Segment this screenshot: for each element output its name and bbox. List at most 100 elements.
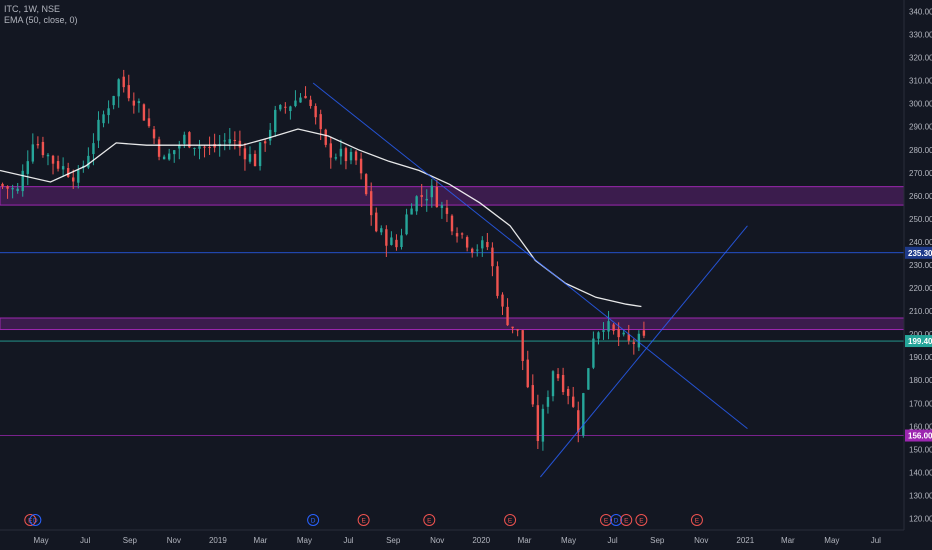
event-marker-3[interactable] (357, 514, 370, 526)
level-badge-1 (905, 335, 932, 348)
y-tick-label: 200.00 (909, 330, 932, 339)
candle-body-40 (203, 146, 206, 148)
candle-body-51 (258, 142, 262, 167)
trendline-0 (312, 82, 748, 429)
candle-body-117 (592, 338, 595, 368)
level-badge-2 (905, 429, 932, 442)
candle-body-7 (36, 144, 40, 146)
candle-body-94 (476, 249, 479, 251)
x-tick-label: Mar (518, 536, 532, 545)
event-marker-label-10: E (695, 518, 700, 525)
candle-body-27 (137, 101, 141, 104)
candle-body-11 (56, 161, 60, 169)
candle-body-60 (304, 95, 307, 99)
event-marker-8[interactable] (620, 514, 633, 526)
y-tick-label: 240.00 (909, 238, 932, 247)
candle-body-8 (41, 141, 45, 156)
y-tick-label: 150.00 (909, 445, 932, 454)
y-tick-label: 320.00 (909, 54, 932, 63)
candle-body-13 (66, 168, 70, 177)
candle-body-99 (501, 294, 504, 307)
x-tick-label: Mar (781, 536, 795, 545)
candle-body-102 (516, 329, 519, 331)
candle-body-98 (496, 266, 499, 296)
candle-body-31 (157, 139, 161, 157)
candle-body-36 (183, 134, 186, 144)
candle-body-83 (420, 195, 423, 197)
candle-body-89 (450, 215, 454, 232)
event-marker-7[interactable] (610, 514, 623, 526)
event-marker-label-5: E (508, 518, 513, 525)
candle-body-29 (147, 118, 151, 127)
event-marker-label-9: E (639, 518, 644, 525)
candle-body-15 (77, 170, 80, 183)
candle-body-110 (556, 374, 560, 379)
candle-body-113 (572, 396, 575, 407)
trendline-1 (539, 225, 748, 478)
event-marker-0[interactable] (24, 514, 37, 526)
x-tick-label: Jul (343, 536, 353, 545)
candle-body-57 (289, 106, 292, 112)
y-tick-label: 330.00 (909, 31, 932, 40)
event-marker-label-1: D (33, 518, 38, 525)
candle-body-104 (526, 359, 529, 388)
event-marker-6[interactable] (600, 514, 613, 526)
x-tick-label: Jul (80, 536, 90, 545)
candle-body-1 (6, 186, 9, 189)
y-tick-label: 230.00 (909, 261, 932, 270)
zone-0 (0, 186, 905, 206)
candle-body-54 (274, 109, 277, 133)
x-tick-label: Nov (430, 536, 444, 545)
event-marker-4[interactable] (423, 514, 436, 526)
candle-body-122 (617, 329, 620, 338)
candles (1, 69, 646, 451)
x-tick-label: Jul (871, 536, 881, 545)
candle-body-115 (582, 393, 585, 436)
candle-body-77 (390, 237, 393, 245)
candle-body-79 (400, 235, 403, 248)
candle-body-109 (551, 371, 555, 397)
event-marker-1[interactable] (29, 514, 42, 526)
event-marker-label-6: E (604, 518, 609, 525)
candle-body-95 (481, 240, 484, 249)
candle-body-0 (1, 183, 4, 187)
candle-body-52 (263, 141, 267, 144)
candle-body-87 (440, 205, 444, 208)
candle-body-126 (637, 333, 641, 348)
candle-body-50 (253, 153, 257, 167)
candle-body-56 (284, 106, 287, 108)
zone-1 (0, 317, 905, 331)
event-marker-2[interactable] (307, 514, 320, 526)
event-marker-5[interactable] (504, 514, 517, 526)
event-marker-label-4: E (427, 518, 432, 525)
candle-body-76 (385, 229, 388, 246)
y-tick-label: 120.00 (909, 514, 932, 523)
y-tick-label: 160.00 (909, 422, 932, 431)
candle-body-61 (309, 99, 312, 106)
candle-body-41 (208, 147, 211, 149)
candle-body-105 (531, 385, 535, 405)
event-marker-9[interactable] (635, 514, 648, 526)
candle-body-118 (597, 332, 600, 339)
candle-body-67 (339, 148, 343, 157)
candle-body-14 (72, 177, 75, 182)
x-tick-label: May (297, 536, 312, 545)
candle-body-63 (319, 114, 322, 130)
candle-body-23 (117, 79, 120, 97)
event-marker-label-0: E (28, 518, 33, 525)
candle-body-78 (395, 239, 398, 248)
event-marker-10[interactable] (690, 514, 703, 526)
candle-body-22 (112, 95, 115, 106)
candle-body-48 (243, 148, 247, 160)
candle-body-4 (21, 170, 24, 192)
candle-body-58 (294, 100, 297, 107)
candle-body-2 (11, 188, 14, 190)
y-tick-label: 190.00 (909, 353, 932, 362)
y-tick-label: 130.00 (909, 491, 932, 500)
candle-body-72 (364, 174, 368, 195)
y-tick-label: 140.00 (909, 468, 932, 477)
candle-body-100 (506, 306, 509, 326)
candle-body-49 (248, 154, 252, 162)
candle-body-74 (375, 212, 378, 232)
